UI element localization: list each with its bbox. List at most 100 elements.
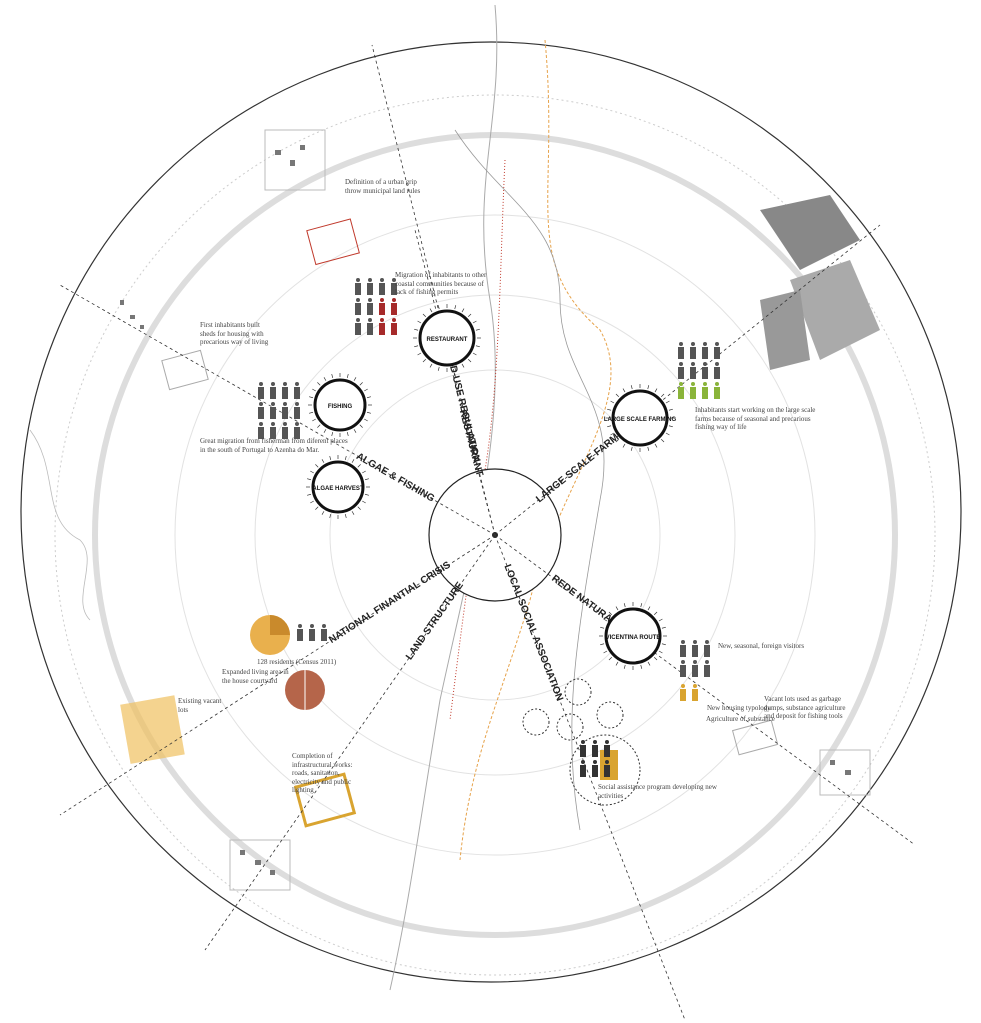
node-tick <box>476 346 480 347</box>
node-tick <box>347 374 348 378</box>
person-icon <box>259 402 263 406</box>
node-tick <box>648 607 650 610</box>
node-tick <box>423 314 426 317</box>
person-icon <box>356 298 360 302</box>
node-tick <box>662 627 666 628</box>
farm-fields <box>760 195 880 370</box>
person-icon <box>367 323 373 335</box>
person-icon <box>270 407 276 419</box>
person-icon <box>259 382 263 386</box>
person-icon <box>703 362 707 366</box>
person-icon <box>581 760 585 764</box>
person-icon <box>678 347 684 359</box>
annotation: Vacant lots used as garbage dumps, subst… <box>764 695 854 721</box>
person-icon <box>282 387 288 399</box>
node-tick <box>332 374 333 378</box>
node-tick <box>414 346 418 347</box>
diagram: LAND-USE REGULATIONRESTAURANTLARGE SCALE… <box>0 0 981 1023</box>
node-tick <box>354 429 356 432</box>
axis-label: RESTAURANT <box>457 409 485 478</box>
node-tick <box>365 479 369 480</box>
node-tick <box>324 377 326 380</box>
node-tick <box>468 314 471 317</box>
annotation: First inhabitants built sheds for housin… <box>200 321 270 347</box>
node-tick <box>322 511 324 514</box>
person-icon <box>295 422 299 426</box>
node-tick <box>423 359 426 362</box>
person-icon <box>295 402 299 406</box>
node-tick <box>352 459 354 462</box>
node-tick <box>332 432 333 436</box>
node-tick <box>655 389 657 392</box>
person-icon <box>704 665 710 677</box>
node-tick <box>600 644 604 645</box>
node-tick <box>473 321 476 323</box>
person-icon <box>580 745 586 757</box>
person-icon <box>693 660 697 664</box>
node-tick <box>666 433 669 435</box>
node-tick <box>307 494 311 495</box>
node-tick <box>418 321 421 323</box>
person-icon <box>702 347 708 359</box>
person-icon <box>692 665 698 677</box>
node-tick <box>430 364 432 367</box>
node-tick <box>669 409 673 410</box>
node-tick <box>364 419 367 421</box>
timeline-map: LAND-USE REGULATIONRESTAURANTLARGE SCALE… <box>0 0 981 1023</box>
person-icon <box>705 640 709 644</box>
person-icon <box>705 660 709 664</box>
node-tick <box>616 607 618 610</box>
person-icon <box>690 347 696 359</box>
person-icon <box>714 367 720 379</box>
node-tick <box>631 385 632 389</box>
person-icon <box>691 382 695 386</box>
person-icon <box>702 387 708 399</box>
person-icon <box>693 640 697 644</box>
node-tick <box>623 389 625 392</box>
node-tick <box>309 397 313 398</box>
pie-chart <box>270 615 290 635</box>
node-tick <box>324 429 326 432</box>
annotation: Migration of inhabitants to other coasta… <box>395 271 490 297</box>
person-icon <box>680 645 686 657</box>
person-icon <box>581 740 585 744</box>
node-tick <box>659 651 662 653</box>
node-tick <box>468 359 471 362</box>
person-icon <box>392 298 396 302</box>
person-icon <box>283 382 287 386</box>
person-icon <box>310 624 314 628</box>
node-tick <box>438 305 439 309</box>
node-tick <box>648 385 649 389</box>
person-icon <box>681 640 685 644</box>
node-tick <box>312 389 315 391</box>
node-tick <box>476 329 480 330</box>
node-tick <box>367 412 371 413</box>
node-tick <box>661 439 664 442</box>
annotation: Great migration from fisherman from dife… <box>200 437 350 454</box>
node-tick <box>648 447 649 451</box>
person-icon <box>604 745 610 757</box>
person-icon <box>294 387 300 399</box>
person-icon <box>703 382 707 386</box>
person-icon <box>391 323 397 335</box>
person-icon <box>271 402 275 406</box>
node-tick <box>473 353 476 355</box>
node-tick <box>654 657 657 660</box>
person-icon <box>309 629 315 641</box>
map-path <box>460 40 611 860</box>
node-tick <box>607 409 611 410</box>
person-icon <box>714 347 720 359</box>
person-icon <box>356 318 360 322</box>
person-icon <box>283 422 287 426</box>
annotation: Expanded living area in the house courty… <box>222 668 292 685</box>
person-icon <box>379 303 385 315</box>
node-tick <box>641 603 642 607</box>
node-tick <box>623 444 625 447</box>
node-tick <box>604 651 607 653</box>
person-icon <box>679 382 683 386</box>
person-icon <box>691 342 695 346</box>
person-icon <box>680 665 686 677</box>
node-tick <box>600 627 604 628</box>
node-tick <box>312 419 315 421</box>
annotation: 128 residents (Census 2011) <box>257 658 367 667</box>
